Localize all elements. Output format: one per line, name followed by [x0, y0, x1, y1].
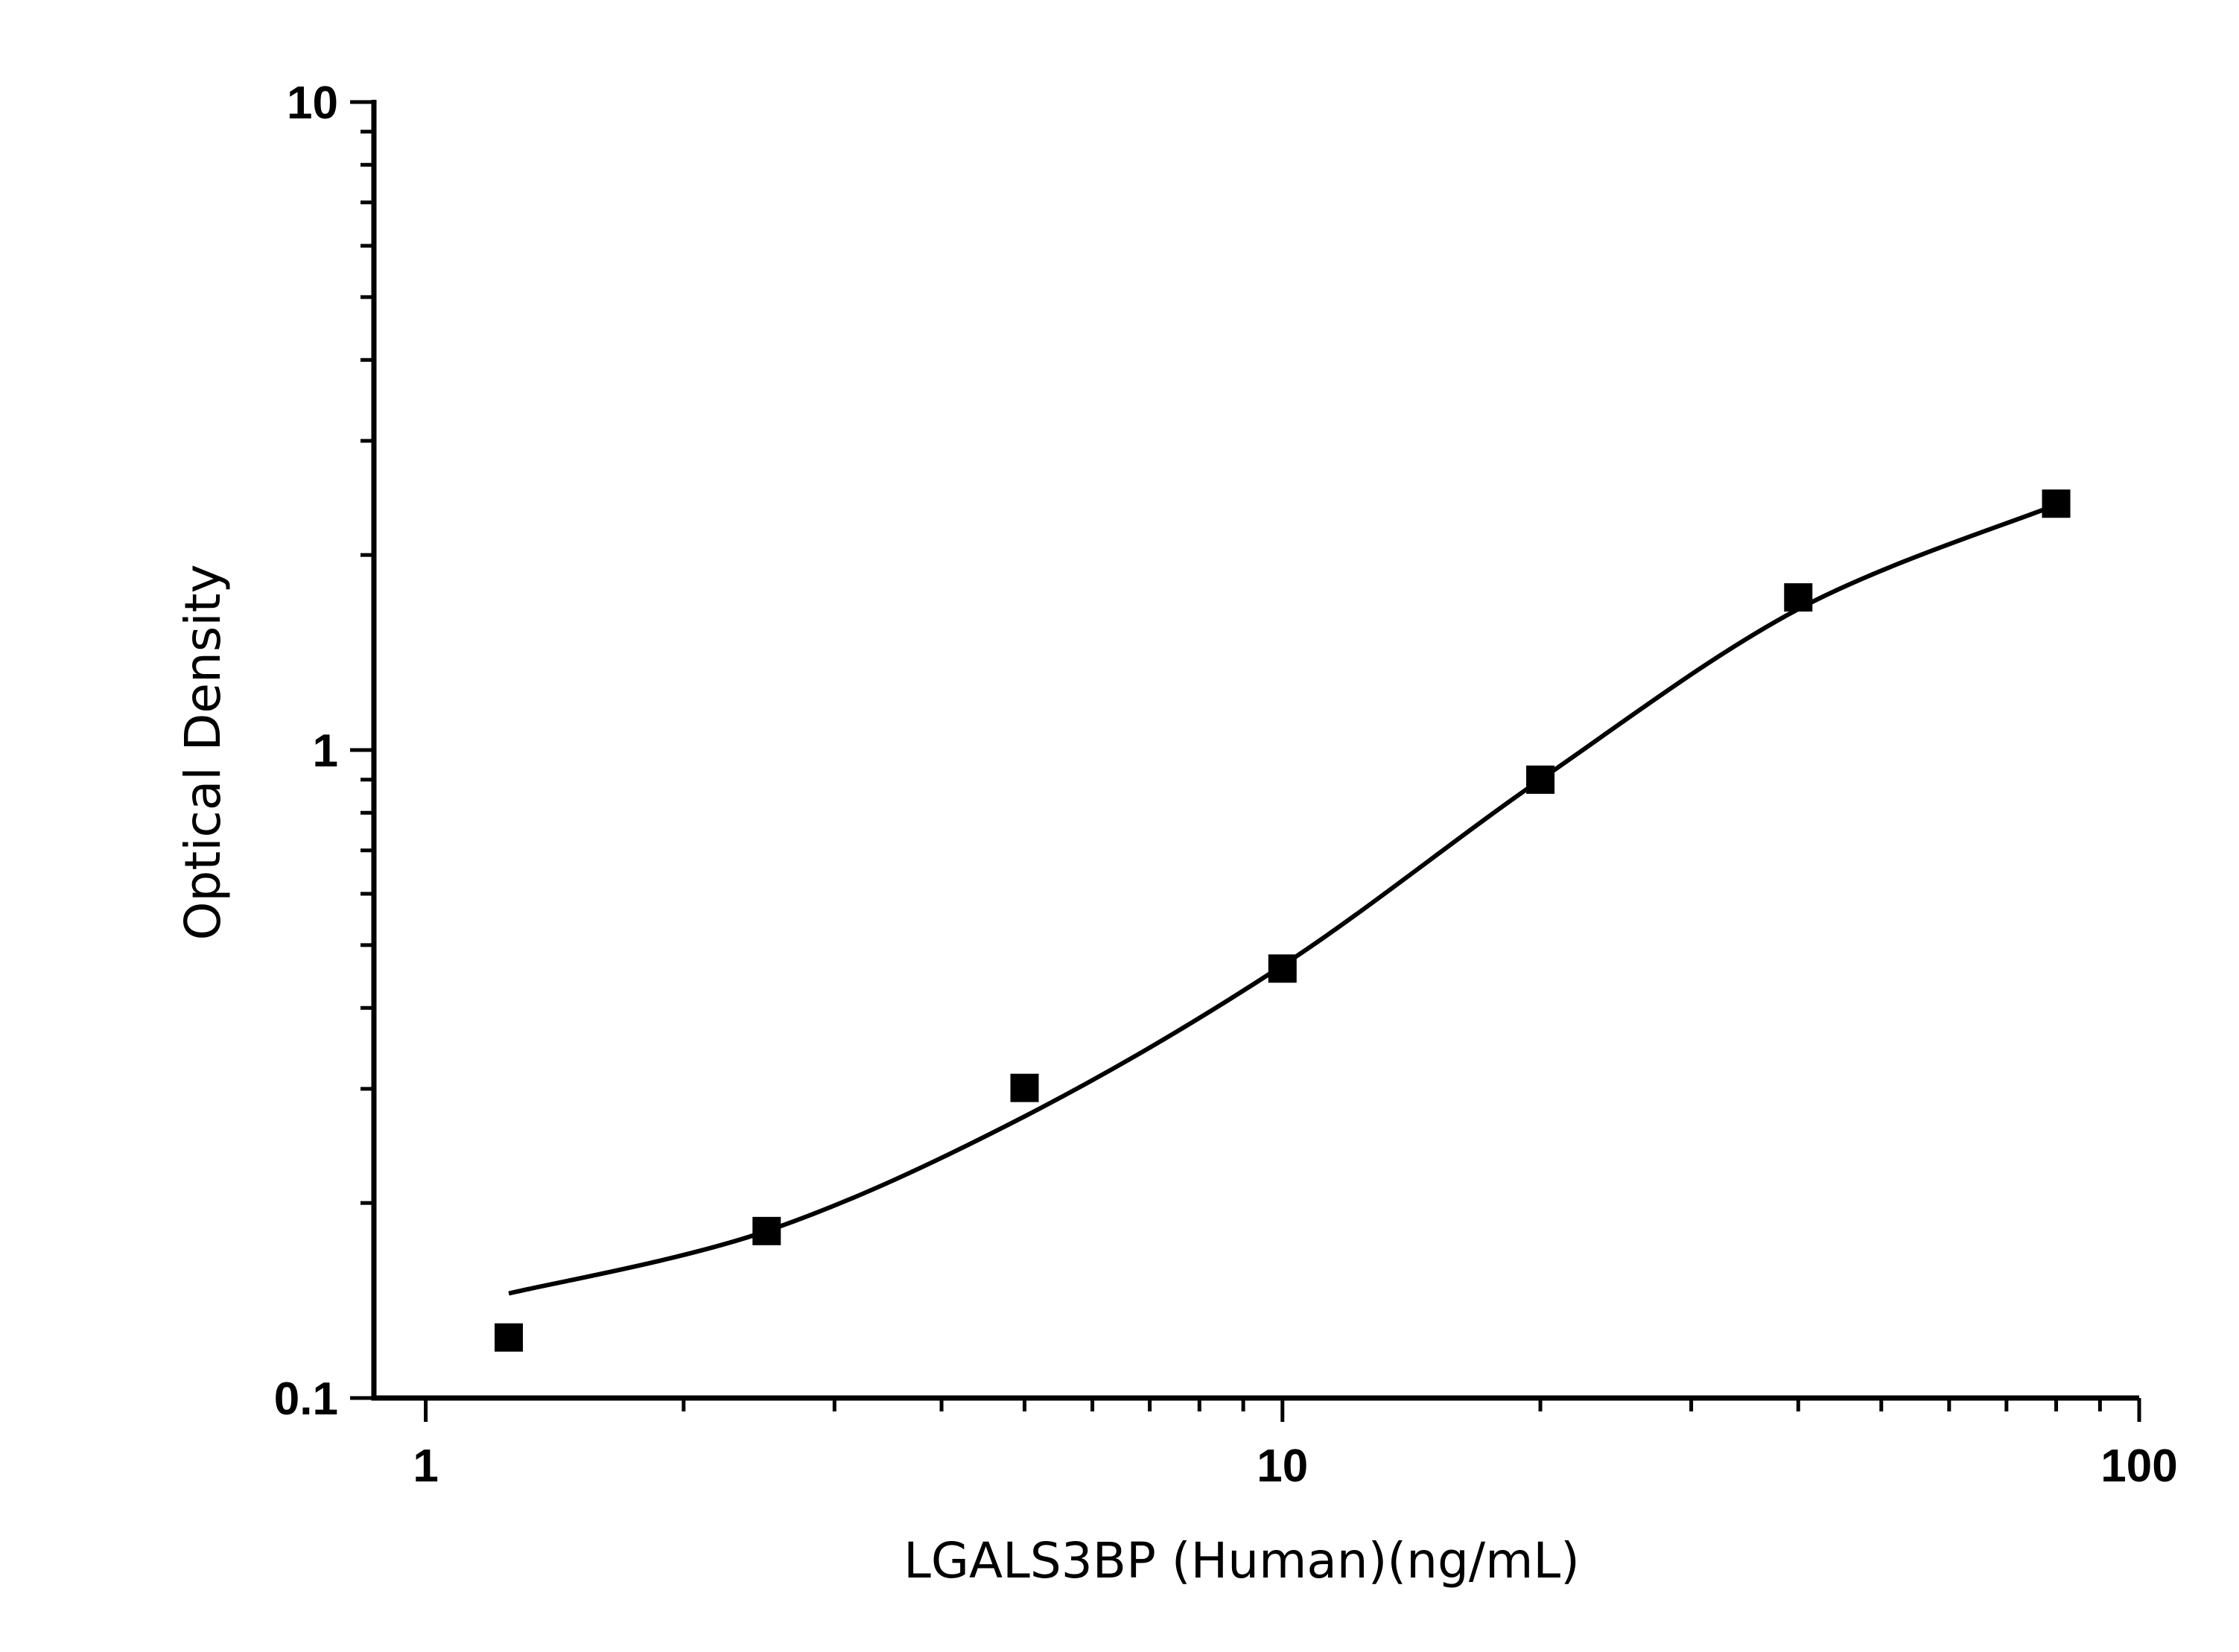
x-tick-label: 100	[2100, 1440, 2177, 1492]
fit-curve	[508, 503, 2057, 1296]
data-point	[752, 1216, 781, 1245]
y-tick-label: 1	[313, 725, 338, 777]
data-point	[1526, 765, 1555, 794]
tick-labels: 1 10 100 0.1 1 10	[274, 77, 2178, 1492]
data-point	[1010, 1073, 1039, 1102]
y-tick-label: 10	[287, 77, 338, 129]
data-point	[2042, 489, 2071, 518]
y-tick-label: 0.1	[274, 1373, 338, 1425]
data-point	[495, 1323, 524, 1352]
x-tick-label: 10	[1257, 1440, 1308, 1492]
data-point	[1784, 583, 1813, 612]
ticks	[350, 100, 2141, 1422]
x-tick-label: 1	[413, 1440, 438, 1492]
fit-curve-layer	[508, 503, 2057, 1296]
data-points	[495, 489, 2071, 1352]
x-axis-title: LGALS3BP (Human)(ng/mL)	[903, 1532, 1580, 1589]
y-axis-title: Optical Density	[174, 564, 232, 940]
axes	[371, 100, 2139, 1401]
data-point	[1268, 954, 1297, 983]
